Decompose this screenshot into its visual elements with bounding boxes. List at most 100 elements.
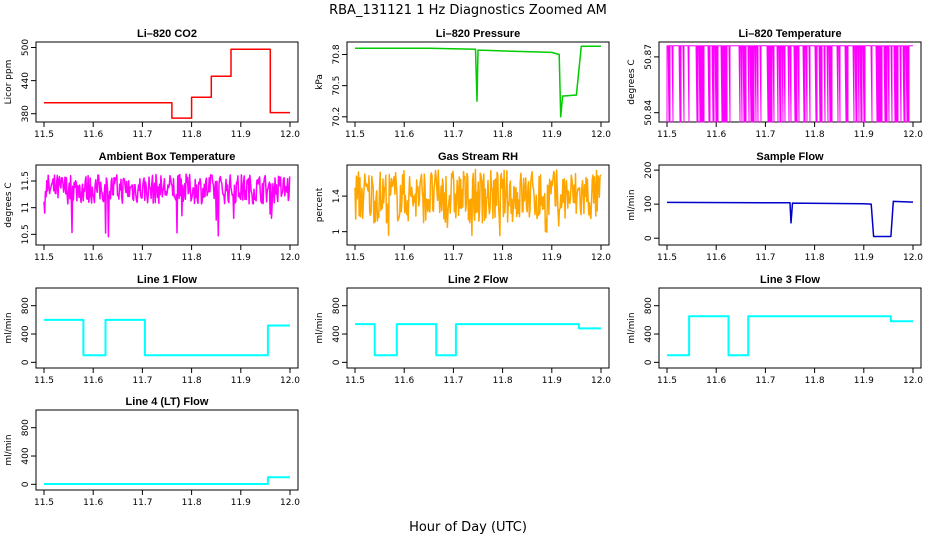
y-tick-label: 800 — [21, 297, 31, 314]
panel-5: Gas Stream RH 11.5 11.6 11.7 11.8 11.9 12.0 1 1.… — [315, 151, 611, 263]
x-tick-label: 11.7 — [443, 376, 463, 386]
x-tick-label: 11.8 — [182, 253, 202, 263]
y-tick-label: 0 — [21, 481, 31, 487]
series-line — [44, 476, 290, 485]
x-tick-label: 11.6 — [83, 130, 103, 140]
x-tick-label: 11.8 — [493, 376, 513, 386]
y-tick-label: 400 — [644, 325, 654, 342]
x-tick-label: 11.6 — [83, 253, 103, 263]
panel-8: Line 2 Flow 11.5 11.6 11.7 11.8 11.9 12.0 0 400 8… — [315, 274, 611, 386]
panel-2: Li–820 Pressure 11.5 11.6 11.7 11.8 11.9 12.0 7… — [315, 28, 611, 140]
y-tick-label: 50.87 — [644, 44, 654, 70]
x-tick-label: 11.6 — [83, 376, 103, 386]
x-tick-label: 11.7 — [132, 253, 152, 263]
y-axis-label: ml/min — [4, 434, 14, 465]
plot-frame — [658, 287, 922, 369]
y-tick-label: 0 — [644, 235, 654, 241]
x-tick-label: 11.8 — [805, 130, 825, 140]
panel-7: Line 1 Flow 11.5 11.6 11.7 11.8 11.9 12.0 0 400 8… — [4, 274, 300, 386]
series-line — [354, 168, 602, 237]
x-tick-label: 11.5 — [345, 130, 365, 140]
x-tick-label: 12.0 — [280, 376, 300, 386]
panel-title: Line 1 Flow — [137, 274, 197, 286]
x-tick-label: 11.5 — [345, 253, 365, 263]
x-tick-label: 12.0 — [280, 498, 300, 508]
y-tick-label: 50.84 — [644, 100, 654, 126]
plot-frame — [658, 41, 922, 123]
panels: Li–820 CO2 11.5 11.6 11.7 11.8 11.9 12.0 380 440… — [4, 28, 923, 508]
panel-title: Ambient Box Temperature — [99, 151, 236, 163]
x-tick-label: 11.6 — [394, 376, 414, 386]
panel-4: Ambient Box Temperature 11.5 11.6 11.7 11.8 1… — [4, 151, 300, 263]
plot-frame — [658, 164, 922, 246]
y-tick-label: 1 — [332, 229, 342, 235]
x-tick-label: 11.9 — [542, 253, 562, 263]
panel-title: Line 3 Flow — [760, 274, 820, 286]
x-tick-label: 11.9 — [231, 376, 251, 386]
x-tick-label: 12.0 — [903, 253, 923, 263]
panel-title: Gas Stream RH — [438, 151, 518, 163]
y-tick-label: 0 — [332, 359, 342, 365]
figure-title: RBA_131121 1 Hz Diagnostics Zoomed AM — [329, 3, 607, 18]
panel-10: Line 4 (LT) Flow 11.5 11.6 11.7 11.8 11.9 12.0… — [4, 396, 300, 508]
y-tick-label: 100 — [644, 195, 654, 212]
y-tick-label: 380 — [21, 105, 31, 122]
y-tick-label: 200 — [644, 161, 654, 178]
x-tick-label: 11.9 — [854, 130, 874, 140]
y-axis-label: Licor ppm — [4, 60, 14, 105]
x-tick-label: 11.5 — [657, 253, 677, 263]
x-tick-label: 11.5 — [34, 376, 54, 386]
plot-frame — [35, 409, 299, 491]
plot-frame — [346, 41, 610, 123]
x-tick-label: 12.0 — [280, 130, 300, 140]
y-tick-label: 10.5 — [21, 224, 31, 244]
y-axis-label: ml/min — [315, 312, 325, 343]
x-tick-label: 11.9 — [854, 376, 874, 386]
x-tick-label: 11.8 — [182, 130, 202, 140]
x-tick-label: 12.0 — [591, 130, 611, 140]
x-tick-label: 11.8 — [493, 130, 513, 140]
y-axis-label: ml/min — [627, 312, 637, 343]
y-tick-label: 70.5 — [332, 76, 342, 96]
x-tick-label: 11.5 — [345, 376, 365, 386]
y-axis-label: kPa — [315, 74, 325, 90]
y-tick-label: 440 — [21, 72, 31, 89]
x-tick-label: 11.8 — [805, 376, 825, 386]
y-tick-label: 0 — [644, 359, 654, 365]
series-line — [666, 45, 913, 123]
x-tick-label: 11.6 — [706, 130, 726, 140]
y-axis-label: ml/min — [627, 189, 637, 220]
y-tick-label: 400 — [21, 325, 31, 342]
series-line — [43, 173, 291, 238]
y-axis-label: degrees C — [4, 182, 14, 227]
plot-frame — [35, 287, 299, 369]
figure-x-label: Hour of Day (UTC) — [409, 520, 527, 535]
x-tick-label: 11.7 — [132, 498, 152, 508]
x-tick-label: 11.9 — [542, 376, 562, 386]
x-tick-label: 11.7 — [755, 376, 775, 386]
x-tick-label: 12.0 — [280, 253, 300, 263]
series-line — [44, 318, 290, 357]
x-tick-label: 11.6 — [394, 253, 414, 263]
x-tick-label: 11.7 — [443, 253, 463, 263]
x-tick-label: 11.8 — [493, 253, 513, 263]
x-tick-label: 11.8 — [805, 253, 825, 263]
x-tick-label: 11.5 — [34, 253, 54, 263]
series-line — [666, 200, 914, 238]
series-line — [355, 323, 601, 357]
x-tick-label: 11.9 — [231, 130, 251, 140]
x-tick-label: 12.0 — [903, 130, 923, 140]
panel-6: Sample Flow 11.5 11.6 11.7 11.8 11.9 12.0 0 100 2… — [627, 151, 923, 263]
y-tick-label: 400 — [21, 447, 31, 464]
panel-1: Li–820 CO2 11.5 11.6 11.7 11.8 11.9 12.0 380 440… — [4, 28, 300, 140]
x-tick-label: 11.6 — [706, 253, 726, 263]
y-tick-label: 70.2 — [332, 107, 342, 127]
plot-frame — [346, 287, 610, 369]
x-tick-label: 11.7 — [443, 130, 463, 140]
x-tick-label: 11.9 — [854, 253, 874, 263]
y-tick-label: 70.8 — [332, 44, 342, 64]
panel-title: Line 4 (LT) Flow — [126, 396, 209, 408]
panel-9: Line 3 Flow 11.5 11.6 11.7 11.8 11.9 12.0 0 400 8… — [627, 274, 923, 386]
series-line — [44, 48, 290, 119]
